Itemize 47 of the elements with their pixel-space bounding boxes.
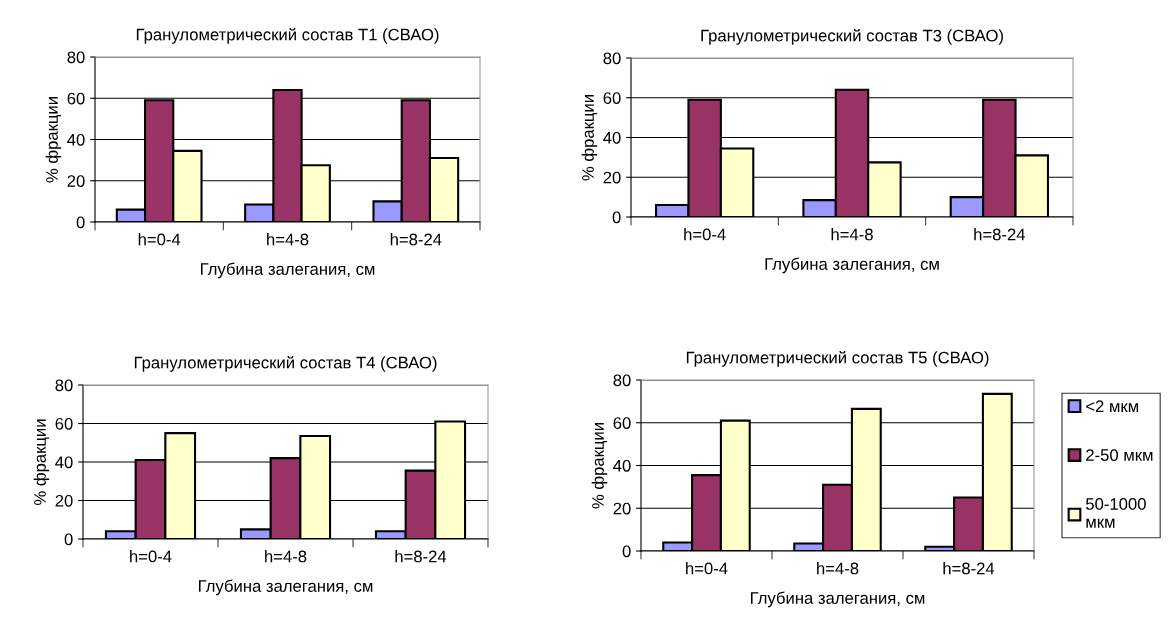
y-tick-label: 0 (622, 545, 631, 558)
y-tick-label: 0 (76, 216, 85, 229)
chart-title: Гранулометрический состав Т4 (СВАО) (134, 355, 437, 372)
y-tick-label: 80 (603, 52, 621, 65)
y-tick-label: 20 (613, 502, 631, 515)
y-axis-title: % фракции (581, 95, 598, 181)
chart-title: Гранулометрический состав Т1 (СВАО) (136, 27, 439, 44)
y-axis-title: % фракции (33, 419, 50, 505)
x-tick-label: h=8-24 (395, 550, 447, 563)
legend-label: <2 мкм (1086, 400, 1139, 412)
x-tick-label: h=4-8 (817, 562, 859, 575)
x-tick-label: h=0-4 (686, 562, 728, 575)
x-tick-label: h=0-4 (684, 228, 726, 241)
chart-title: Гранулометрический состав Т5 (СВАО) (686, 350, 989, 367)
x-tick-label: h=8-24 (974, 228, 1026, 241)
y-tick-label: 40 (55, 456, 73, 469)
y-tick-label: 20 (55, 494, 73, 507)
x-tick-label: h=0-4 (138, 233, 181, 246)
x-axis-title: Глубина залегания, см (765, 257, 939, 274)
y-tick-label: 60 (603, 92, 621, 104)
legend-label: 2-50 мкм (1086, 449, 1153, 461)
x-axis-title: Глубина залегания, см (750, 591, 925, 608)
y-tick-label: 0 (64, 533, 73, 546)
y-tick-label: 20 (603, 171, 621, 184)
y-tick-label: 60 (67, 92, 85, 105)
x-tick-label: h=4-8 (265, 550, 307, 563)
y-tick-label: 40 (613, 459, 631, 472)
y-tick-label: 80 (55, 379, 73, 392)
y-tick-label: 80 (67, 51, 85, 64)
x-axis-title: Глубина залегания, см (198, 579, 373, 596)
x-tick-label: h=4-8 (267, 233, 309, 246)
x-tick-label: h=8-24 (390, 233, 442, 246)
y-tick-label: 60 (55, 417, 73, 430)
x-tick-label: h=4-8 (831, 228, 873, 241)
y-tick-label: 0 (612, 211, 621, 224)
y-axis-title: % фракции (591, 423, 608, 509)
chart-title: Гранулометрический состав Т3 (СВАО) (701, 28, 1003, 45)
x-tick-label: h=0-4 (130, 550, 172, 563)
legend-label: 50-1000 мкм (1085, 498, 1146, 528)
y-axis-title: % фракции (45, 97, 62, 183)
x-axis-title: Глубина залегания, см (200, 262, 375, 279)
y-tick-label: 40 (603, 131, 621, 144)
y-tick-label: 40 (67, 133, 85, 146)
x-tick-label: h=8-24 (943, 562, 995, 575)
y-tick-label: 20 (67, 175, 85, 187)
y-tick-label: 80 (613, 374, 631, 387)
y-tick-label: 60 (613, 417, 631, 429)
